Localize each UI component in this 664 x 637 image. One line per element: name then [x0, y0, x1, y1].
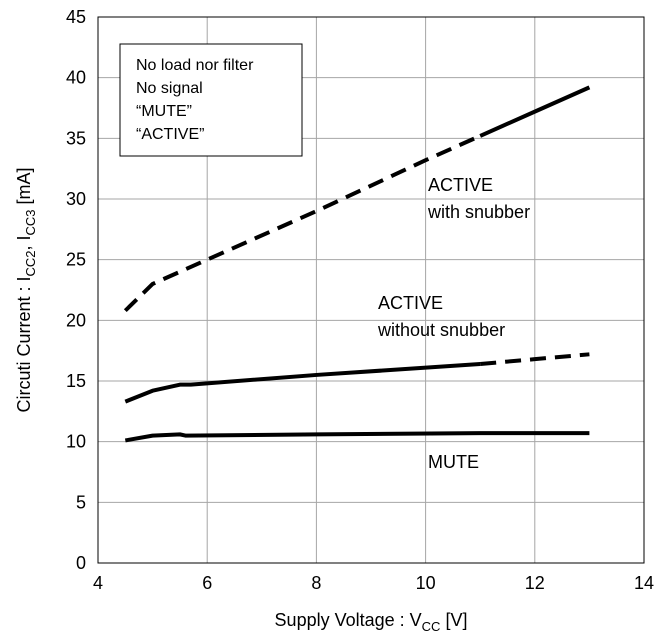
y-tick-label: 10: [66, 432, 86, 452]
label-part: Circuti Current : I: [14, 277, 34, 413]
y-tick-label: 45: [66, 7, 86, 27]
series-line: [124, 362, 481, 404]
legend-text: “MUTE”: [136, 103, 192, 120]
annotations: ACTIVE with snubber ACTIVE without snubb…: [377, 175, 530, 472]
y-tick-label: 35: [66, 128, 86, 148]
y-axis-label: Circuti Current : ICC2, ICC3 [mA]: [14, 167, 38, 412]
annotation: ACTIVE: [378, 293, 443, 313]
series-line: [124, 431, 590, 443]
y-tick-label: 15: [66, 371, 86, 391]
legend-text: “ACTIVE”: [136, 126, 204, 143]
x-tick-label: 8: [311, 573, 321, 593]
x-axis-label: Supply Voltage : VCC [V]: [275, 610, 468, 634]
series-line: [480, 352, 590, 367]
label-part: [V]: [440, 610, 467, 630]
annotation: without snubber: [377, 320, 505, 340]
y-tick-label: 20: [66, 310, 86, 330]
y-tick-label: 0: [76, 553, 86, 573]
series-line: [479, 85, 591, 138]
legend-text: No load nor filter: [136, 57, 254, 74]
y-tick-label: 25: [66, 250, 86, 270]
y-tick-label: 40: [66, 68, 86, 88]
legend-box: No load nor filter No signal “MUTE” “ACTIVE…: [119, 43, 303, 157]
legend-text: No signal: [136, 80, 203, 97]
label-part: [mA]: [14, 167, 34, 209]
annotation: with snubber: [427, 202, 530, 222]
y-tick-label: 30: [66, 189, 86, 209]
label-part: Supply Voltage : V: [275, 610, 422, 630]
plot-frame: [97, 16, 645, 564]
label-part: , I: [14, 235, 34, 250]
label-part: CC2: [23, 251, 38, 277]
x-tick-label: 14: [634, 573, 654, 593]
annotation: ACTIVE: [428, 175, 493, 195]
label-part: CC3: [23, 209, 38, 235]
y-tick-label: 5: [76, 492, 86, 512]
x-tick-label: 10: [416, 573, 436, 593]
x-tick-label: 12: [525, 573, 545, 593]
annotation: MUTE: [428, 452, 479, 472]
legend-frame: [119, 43, 303, 157]
x-tick-label: 6: [202, 573, 212, 593]
series-line: [123, 134, 482, 313]
x-tick-label: 4: [93, 573, 103, 593]
label-part: CC: [422, 619, 441, 634]
